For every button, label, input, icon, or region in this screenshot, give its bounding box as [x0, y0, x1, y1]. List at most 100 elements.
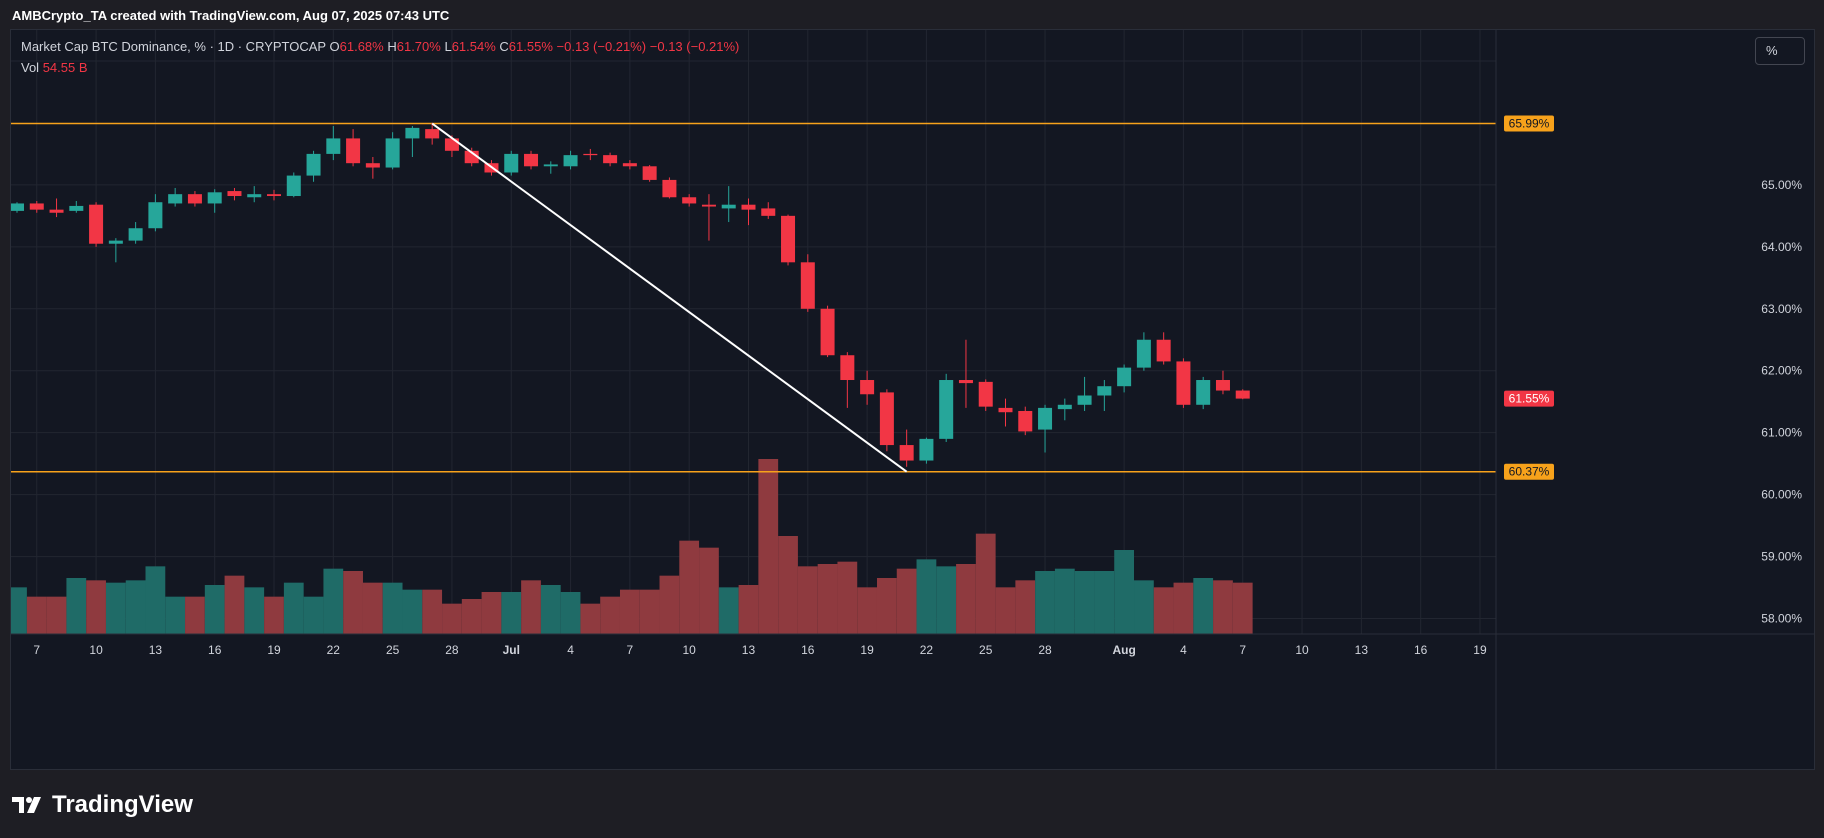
x-tick-label: 13: [149, 643, 163, 657]
volume-bar: [461, 599, 482, 634]
candle-body: [1038, 407, 1053, 430]
percent-scale-button[interactable]: %: [1755, 37, 1805, 65]
candle-body: [267, 194, 282, 197]
volume-bar: [995, 587, 1016, 634]
candle-body: [346, 138, 361, 164]
candle-body: [227, 191, 242, 197]
x-tick-label: 25: [979, 643, 993, 657]
candle-body: [939, 380, 954, 439]
candle-body: [128, 228, 143, 241]
candle-body: [721, 204, 736, 209]
x-tick-label: 10: [89, 643, 103, 657]
candle-body: [1196, 380, 1211, 405]
candlestick-chart[interactable]: 67.00%65.00%64.00%63.00%62.00%61.00%60.0…: [11, 30, 1814, 769]
candle-body: [1136, 339, 1151, 368]
volume-bar: [422, 589, 443, 634]
candle-body: [306, 153, 321, 176]
volume-bar: [46, 596, 67, 634]
x-tick-label: 7: [33, 643, 40, 657]
volume-bar: [817, 564, 838, 634]
candle-body: [168, 194, 183, 204]
candle-body: [444, 138, 459, 151]
y-tick-label: 59.00%: [1761, 550, 1802, 564]
volume-bar: [718, 587, 739, 634]
volume-bar: [343, 571, 363, 634]
x-tick-label: 19: [267, 643, 281, 657]
candle-body: [1176, 361, 1191, 405]
volume-bar: [125, 580, 146, 634]
x-tick-label: 16: [208, 643, 222, 657]
candle-body: [207, 192, 222, 204]
x-tick-label: 16: [1414, 643, 1428, 657]
volume-bar: [560, 592, 581, 634]
tradingview-logo[interactable]: TradingView: [12, 791, 193, 819]
candle-body: [425, 129, 440, 139]
volume-bar: [738, 585, 759, 634]
y-tick-label: 65.00%: [1761, 178, 1802, 192]
chart-panel[interactable]: 67.00%65.00%64.00%63.00%62.00%61.00%60.0…: [10, 29, 1815, 770]
open-label: O: [329, 39, 340, 54]
x-tick-label: 19: [1473, 643, 1487, 657]
x-tick-label: 16: [801, 643, 815, 657]
last-price-label-bg: [1504, 390, 1554, 407]
volume-bar: [1173, 582, 1194, 634]
x-tick-label: 13: [1355, 643, 1369, 657]
candle-body: [69, 205, 84, 211]
y-tick-label: 60.00%: [1761, 488, 1802, 502]
volume-bar: [896, 568, 917, 634]
candle-body: [385, 138, 400, 168]
volume-bar: [1114, 550, 1135, 634]
volume-bar: [540, 585, 561, 634]
x-tick-label: 10: [1295, 643, 1309, 657]
candle-body: [998, 407, 1013, 413]
volume-bar: [244, 587, 265, 634]
low-value: 61.54%: [451, 39, 496, 54]
volume-bar: [501, 592, 522, 634]
candle-body: [1235, 390, 1250, 399]
volume-bar: [956, 564, 976, 634]
trend-line: [431, 122, 908, 473]
x-tick-label: Aug: [1112, 643, 1135, 657]
volume-bar: [778, 536, 798, 634]
candle-body: [1097, 386, 1112, 396]
x-tick-label: 22: [920, 643, 934, 657]
close-value: 61.55%: [508, 39, 553, 54]
low-label: L: [444, 39, 452, 54]
candle-body: [662, 179, 677, 198]
x-tick-label: 25: [386, 643, 400, 657]
candle-body: [1215, 380, 1230, 391]
last-price-label: 61.55%: [1509, 392, 1550, 406]
volume-bar: [264, 596, 284, 634]
volume-bar: [837, 561, 858, 634]
symbol-name[interactable]: Market Cap BTC Dominance, % · 1D · CRYPT…: [21, 39, 326, 54]
x-tick-label: 7: [1239, 643, 1246, 657]
close-label: C: [499, 39, 509, 54]
candle-body: [108, 240, 123, 244]
level-price-label: 60.37%: [1509, 465, 1550, 479]
tradingview-logo-icon: [12, 797, 41, 813]
candle-body: [1057, 404, 1072, 410]
symbol-legend: Market Cap BTC Dominance, % · 1D · CRYPT…: [21, 39, 739, 54]
volume-bar: [11, 587, 27, 634]
x-tick-label: 4: [567, 643, 574, 657]
volume-bar: [1134, 580, 1154, 634]
candle-body: [405, 127, 420, 139]
volume-label[interactable]: Vol: [21, 60, 40, 75]
candle-body: [860, 380, 875, 395]
level-price-label: 65.99%: [1509, 117, 1550, 131]
volume-bar: [362, 582, 383, 634]
volume-bar: [876, 578, 897, 634]
y-tick-label: 64.00%: [1761, 240, 1802, 254]
candle-body: [583, 153, 598, 156]
volume-bar: [619, 589, 640, 634]
volume-bar: [936, 566, 957, 634]
candle-body: [286, 175, 301, 197]
candle-body: [840, 355, 855, 381]
volume-bar: [639, 589, 660, 634]
volume-bar: [679, 540, 700, 634]
volume-bar: [975, 533, 996, 634]
volume-bar: [758, 459, 779, 634]
candle-body: [563, 155, 578, 167]
volume-bar: [1015, 580, 1036, 634]
high-label: H: [387, 39, 397, 54]
